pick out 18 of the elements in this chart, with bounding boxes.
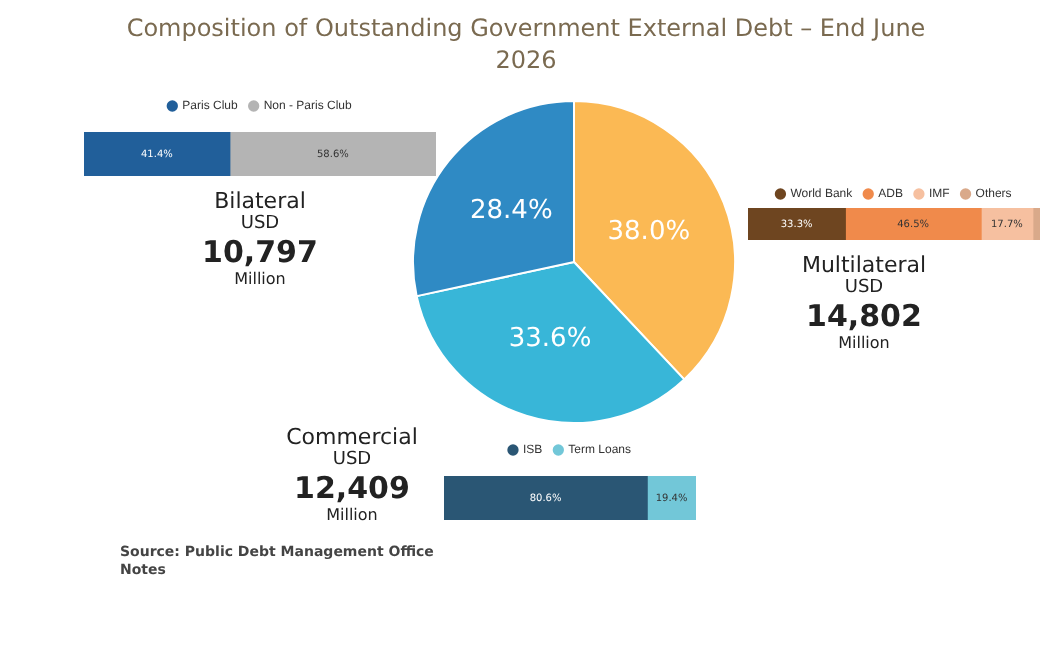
text: Million — [836, 334, 892, 352]
text: USD — [842, 278, 886, 298]
text: USD — [238, 214, 282, 234]
text: 12,409 — [292, 470, 412, 506]
text: Million — [232, 270, 288, 288]
text: Million — [324, 506, 380, 524]
text: 14,802 — [804, 298, 924, 334]
bar — [748, 208, 846, 240]
data-label: 38.0% — [607, 217, 691, 248]
chart-title: Commercial — [284, 424, 420, 450]
text: 10,797 — [200, 234, 320, 270]
bar — [844, 208, 982, 240]
data-label: 28.4% — [470, 196, 553, 227]
text: Multilateral — [799, 252, 929, 278]
text: Bilateral — [212, 188, 308, 214]
text: USD — [330, 450, 374, 470]
chart-title: Composition of Outstanding Government External Debt – End June 2026 — [124, 12, 928, 76]
data-label: 33.6% — [508, 323, 592, 354]
